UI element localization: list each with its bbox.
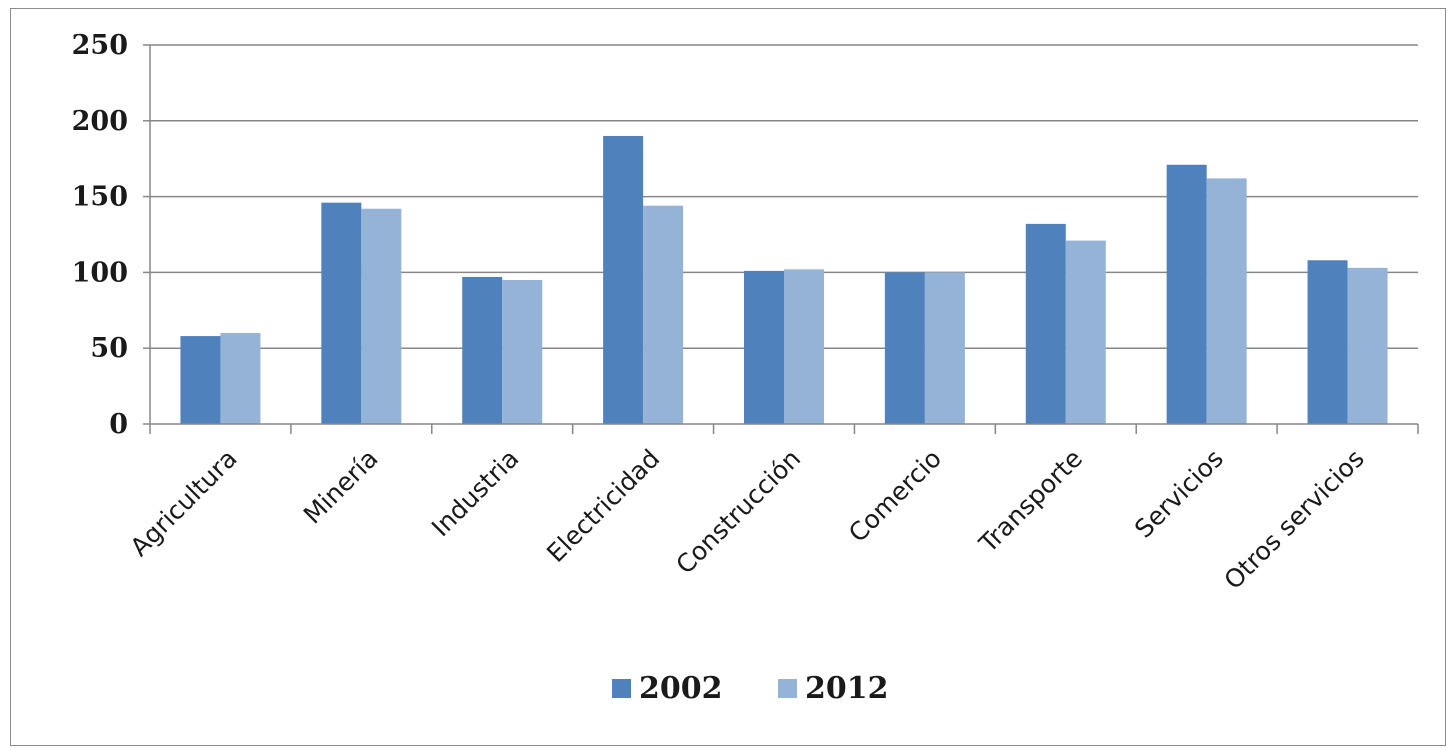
x-axis-ticks: Agricultura Minería Industria Electricidad C… — [125, 444, 1370, 595]
y-tick-label: 150 — [72, 182, 128, 213]
bar-2012 — [502, 279, 543, 424]
axes — [143, 44, 1419, 434]
bar-2002 — [1025, 223, 1066, 424]
x-tick-label: Electricidad — [541, 444, 665, 568]
y-tick-label: 200 — [72, 106, 128, 137]
y-tick-label: 0 — [109, 409, 128, 440]
bar-2012 — [220, 333, 261, 424]
legend-swatch-2012 — [778, 679, 797, 698]
bar-2002 — [884, 272, 925, 424]
y-tick-label: 50 — [90, 333, 128, 364]
bar-2002 — [180, 336, 221, 424]
x-tick-label: Industria — [426, 444, 525, 543]
bar-2002 — [1307, 260, 1348, 424]
y-tick-label: 100 — [72, 257, 128, 288]
x-tick-label: Minería — [298, 444, 384, 530]
bar-2002 — [462, 276, 503, 424]
x-tick-label: Transporte — [973, 444, 1088, 559]
legend-swatch-2002 — [612, 679, 631, 698]
bar-2012 — [1206, 178, 1247, 424]
legend-label-2012: 2012 — [805, 671, 889, 706]
x-tick-label: Servicios — [1129, 444, 1229, 544]
bar-2012 — [643, 205, 684, 424]
x-tick-label: Construcción — [670, 444, 806, 580]
bar-2002 — [1166, 164, 1207, 425]
y-tick-label: 250 — [72, 30, 128, 61]
x-tick-label: Agricultura — [125, 444, 243, 562]
x-tick-label: Otros servicios — [1219, 444, 1370, 595]
bars — [180, 135, 1388, 425]
bar-2002 — [321, 202, 362, 424]
bar-2012 — [924, 272, 965, 424]
y-axis-ticks: 0 50 100 150 200 250 — [72, 30, 128, 440]
bar-2012 — [1347, 267, 1388, 424]
legend: 2002 2012 — [612, 671, 889, 706]
bar-2012 — [361, 208, 402, 424]
legend-label-2002: 2002 — [639, 671, 723, 706]
bar-2002 — [744, 270, 784, 424]
bar-2002 — [603, 135, 644, 424]
bar-2012 — [784, 269, 824, 424]
x-tick-label: Comercio — [843, 444, 947, 548]
bar-2012 — [1065, 240, 1106, 424]
